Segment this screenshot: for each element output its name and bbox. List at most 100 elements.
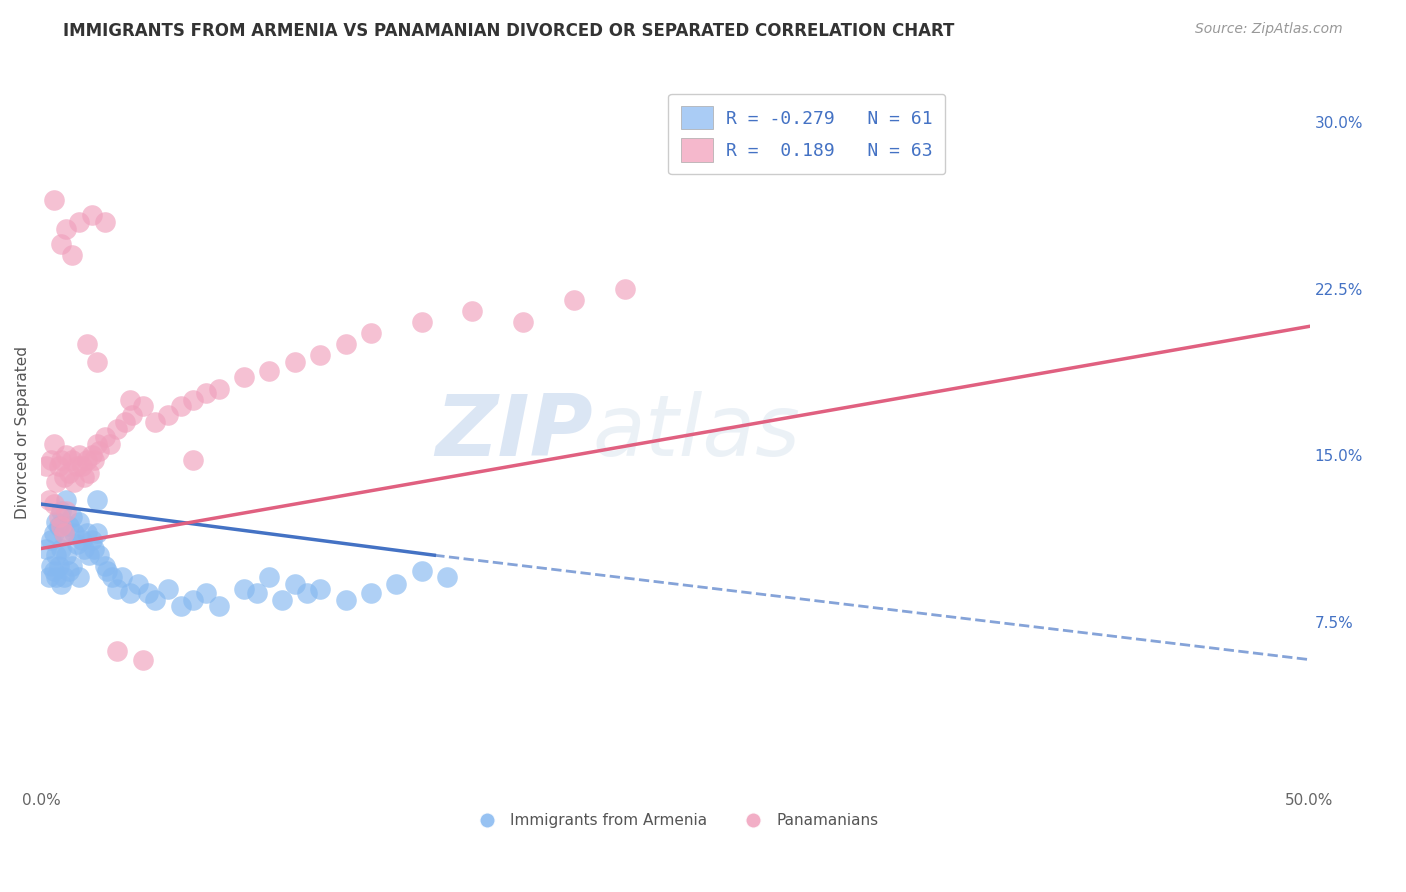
Point — [259, 364, 281, 378]
Point — [63, 475, 86, 489]
Point — [58, 564, 80, 578]
Point — [309, 582, 332, 596]
Text: atlas: atlas — [593, 392, 801, 475]
Point — [195, 586, 218, 600]
Point — [48, 510, 70, 524]
Point — [55, 221, 77, 235]
Point — [39, 452, 62, 467]
Point — [86, 526, 108, 541]
Point — [181, 452, 204, 467]
Point — [127, 577, 149, 591]
Point — [80, 208, 103, 222]
Point — [73, 470, 96, 484]
Point — [143, 415, 166, 429]
Point — [86, 492, 108, 507]
Point — [208, 382, 231, 396]
Point — [65, 459, 87, 474]
Point — [98, 437, 121, 451]
Point — [76, 452, 98, 467]
Point — [42, 564, 65, 578]
Point — [52, 470, 75, 484]
Point — [385, 577, 408, 591]
Point — [67, 215, 90, 229]
Point — [42, 437, 65, 451]
Point — [79, 466, 101, 480]
Point — [45, 515, 67, 529]
Point — [51, 452, 73, 467]
Point — [70, 459, 93, 474]
Text: Source: ZipAtlas.com: Source: ZipAtlas.com — [1195, 22, 1343, 37]
Point — [35, 459, 58, 474]
Point — [461, 303, 484, 318]
Point — [335, 337, 357, 351]
Point — [233, 370, 256, 384]
Point — [271, 592, 294, 607]
Y-axis label: Divorced or Separated: Divorced or Separated — [15, 346, 30, 519]
Point — [67, 570, 90, 584]
Point — [52, 570, 75, 584]
Point — [67, 448, 90, 462]
Point — [51, 577, 73, 591]
Point — [79, 548, 101, 562]
Point — [58, 519, 80, 533]
Point — [297, 586, 319, 600]
Point — [613, 281, 636, 295]
Point — [60, 248, 83, 262]
Point — [38, 570, 60, 584]
Point — [86, 355, 108, 369]
Point — [360, 586, 382, 600]
Point — [169, 400, 191, 414]
Point — [45, 548, 67, 562]
Point — [360, 326, 382, 340]
Point — [83, 452, 105, 467]
Point — [52, 526, 75, 541]
Point — [118, 392, 141, 407]
Point — [156, 582, 179, 596]
Point — [114, 415, 136, 429]
Point — [259, 570, 281, 584]
Point — [335, 592, 357, 607]
Point — [73, 541, 96, 556]
Point — [42, 193, 65, 207]
Point — [105, 644, 128, 658]
Point — [38, 492, 60, 507]
Point — [181, 392, 204, 407]
Point — [45, 475, 67, 489]
Point — [67, 515, 90, 529]
Point — [436, 570, 458, 584]
Point — [70, 533, 93, 547]
Point — [80, 448, 103, 462]
Point — [48, 559, 70, 574]
Point — [55, 448, 77, 462]
Point — [48, 519, 70, 533]
Point — [233, 582, 256, 596]
Point — [105, 582, 128, 596]
Point — [42, 497, 65, 511]
Point — [131, 400, 153, 414]
Point — [169, 599, 191, 614]
Point — [39, 559, 62, 574]
Point — [63, 526, 86, 541]
Point — [93, 215, 115, 229]
Text: IMMIGRANTS FROM ARMENIA VS PANAMANIAN DIVORCED OR SEPARATED CORRELATION CHART: IMMIGRANTS FROM ARMENIA VS PANAMANIAN DI… — [63, 22, 955, 40]
Point — [284, 577, 307, 591]
Point — [42, 526, 65, 541]
Point — [136, 586, 159, 600]
Point — [118, 586, 141, 600]
Point — [76, 337, 98, 351]
Point — [208, 599, 231, 614]
Point — [411, 315, 433, 329]
Legend: Immigrants from Armenia, Panamanians: Immigrants from Armenia, Panamanians — [467, 807, 884, 834]
Point — [80, 533, 103, 547]
Point — [48, 459, 70, 474]
Point — [55, 492, 77, 507]
Point — [96, 564, 118, 578]
Point — [60, 452, 83, 467]
Point — [309, 348, 332, 362]
Point — [111, 570, 134, 584]
Point — [143, 592, 166, 607]
Text: ZIP: ZIP — [436, 392, 593, 475]
Point — [45, 570, 67, 584]
Point — [35, 541, 58, 556]
Point — [55, 504, 77, 518]
